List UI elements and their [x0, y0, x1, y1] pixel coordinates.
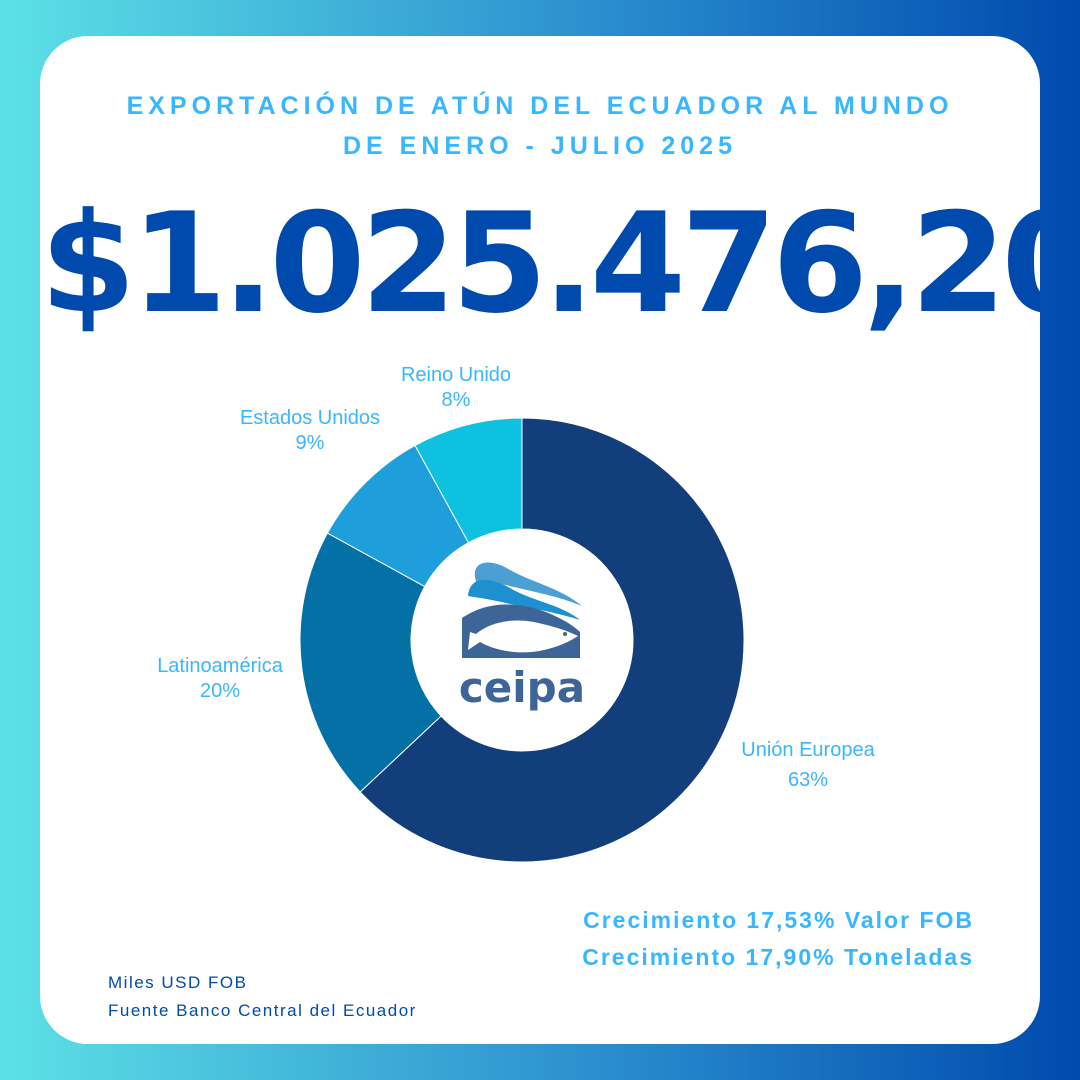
slice-category-label: Estados Unidos — [240, 407, 380, 429]
slice-category-label: Latinoamérica — [157, 655, 284, 677]
donut-slices — [299, 417, 745, 863]
slice-category-label: Unión Europea — [741, 739, 875, 761]
slice-labels: Unión Europea 63% Latinoamérica 20% Estados … — [157, 364, 875, 791]
slice-category-label: Reino Unido — [401, 364, 511, 386]
ceipa-logo-text: ceipa — [459, 663, 585, 712]
infographic-card: EXPORTACIÓN DE ATÚN DEL ECUADOR AL MUNDO… — [40, 36, 1040, 1044]
slice-value-label: 8% — [442, 389, 471, 411]
units-note: Miles USD FOB — [108, 973, 248, 992]
footer-notes: Miles USD FOB Fuente Banco Central del E… — [108, 969, 417, 1025]
ceipa-logo: ceipa — [459, 562, 585, 712]
growth-stats: Crecimiento 17,53% Valor FOB Crecimiento… — [582, 902, 974, 976]
slice-reino-unido — [414, 417, 523, 544]
slice-value-label: 63% — [788, 769, 828, 791]
chart-title: EXPORTACIÓN DE ATÚN DEL ECUADOR AL MUNDO… — [40, 86, 1040, 166]
source-note: Fuente Banco Central del Ecuador — [108, 1001, 417, 1020]
slice-value-label: 9% — [296, 432, 325, 454]
slice-union-europea — [359, 417, 745, 863]
title-line-2: DE ENERO - JULIO 2025 — [343, 132, 737, 160]
donut-chart: Unión Europea 63% Latinoamérica 20% Estados … — [157, 364, 876, 863]
slice-latinoamerica — [299, 532, 442, 793]
slice-value-label: 20% — [200, 680, 240, 702]
growth-value-fob: Crecimiento 17,53% Valor FOB — [583, 907, 974, 933]
total-export-value: $1.025.476,20 — [40, 183, 1040, 344]
title-line-1: EXPORTACIÓN DE ATÚN DEL ECUADOR AL MUNDO — [126, 92, 954, 120]
tuna-fish-waves-icon — [462, 562, 582, 658]
growth-tonnage: Crecimiento 17,90% Toneladas — [582, 944, 974, 970]
